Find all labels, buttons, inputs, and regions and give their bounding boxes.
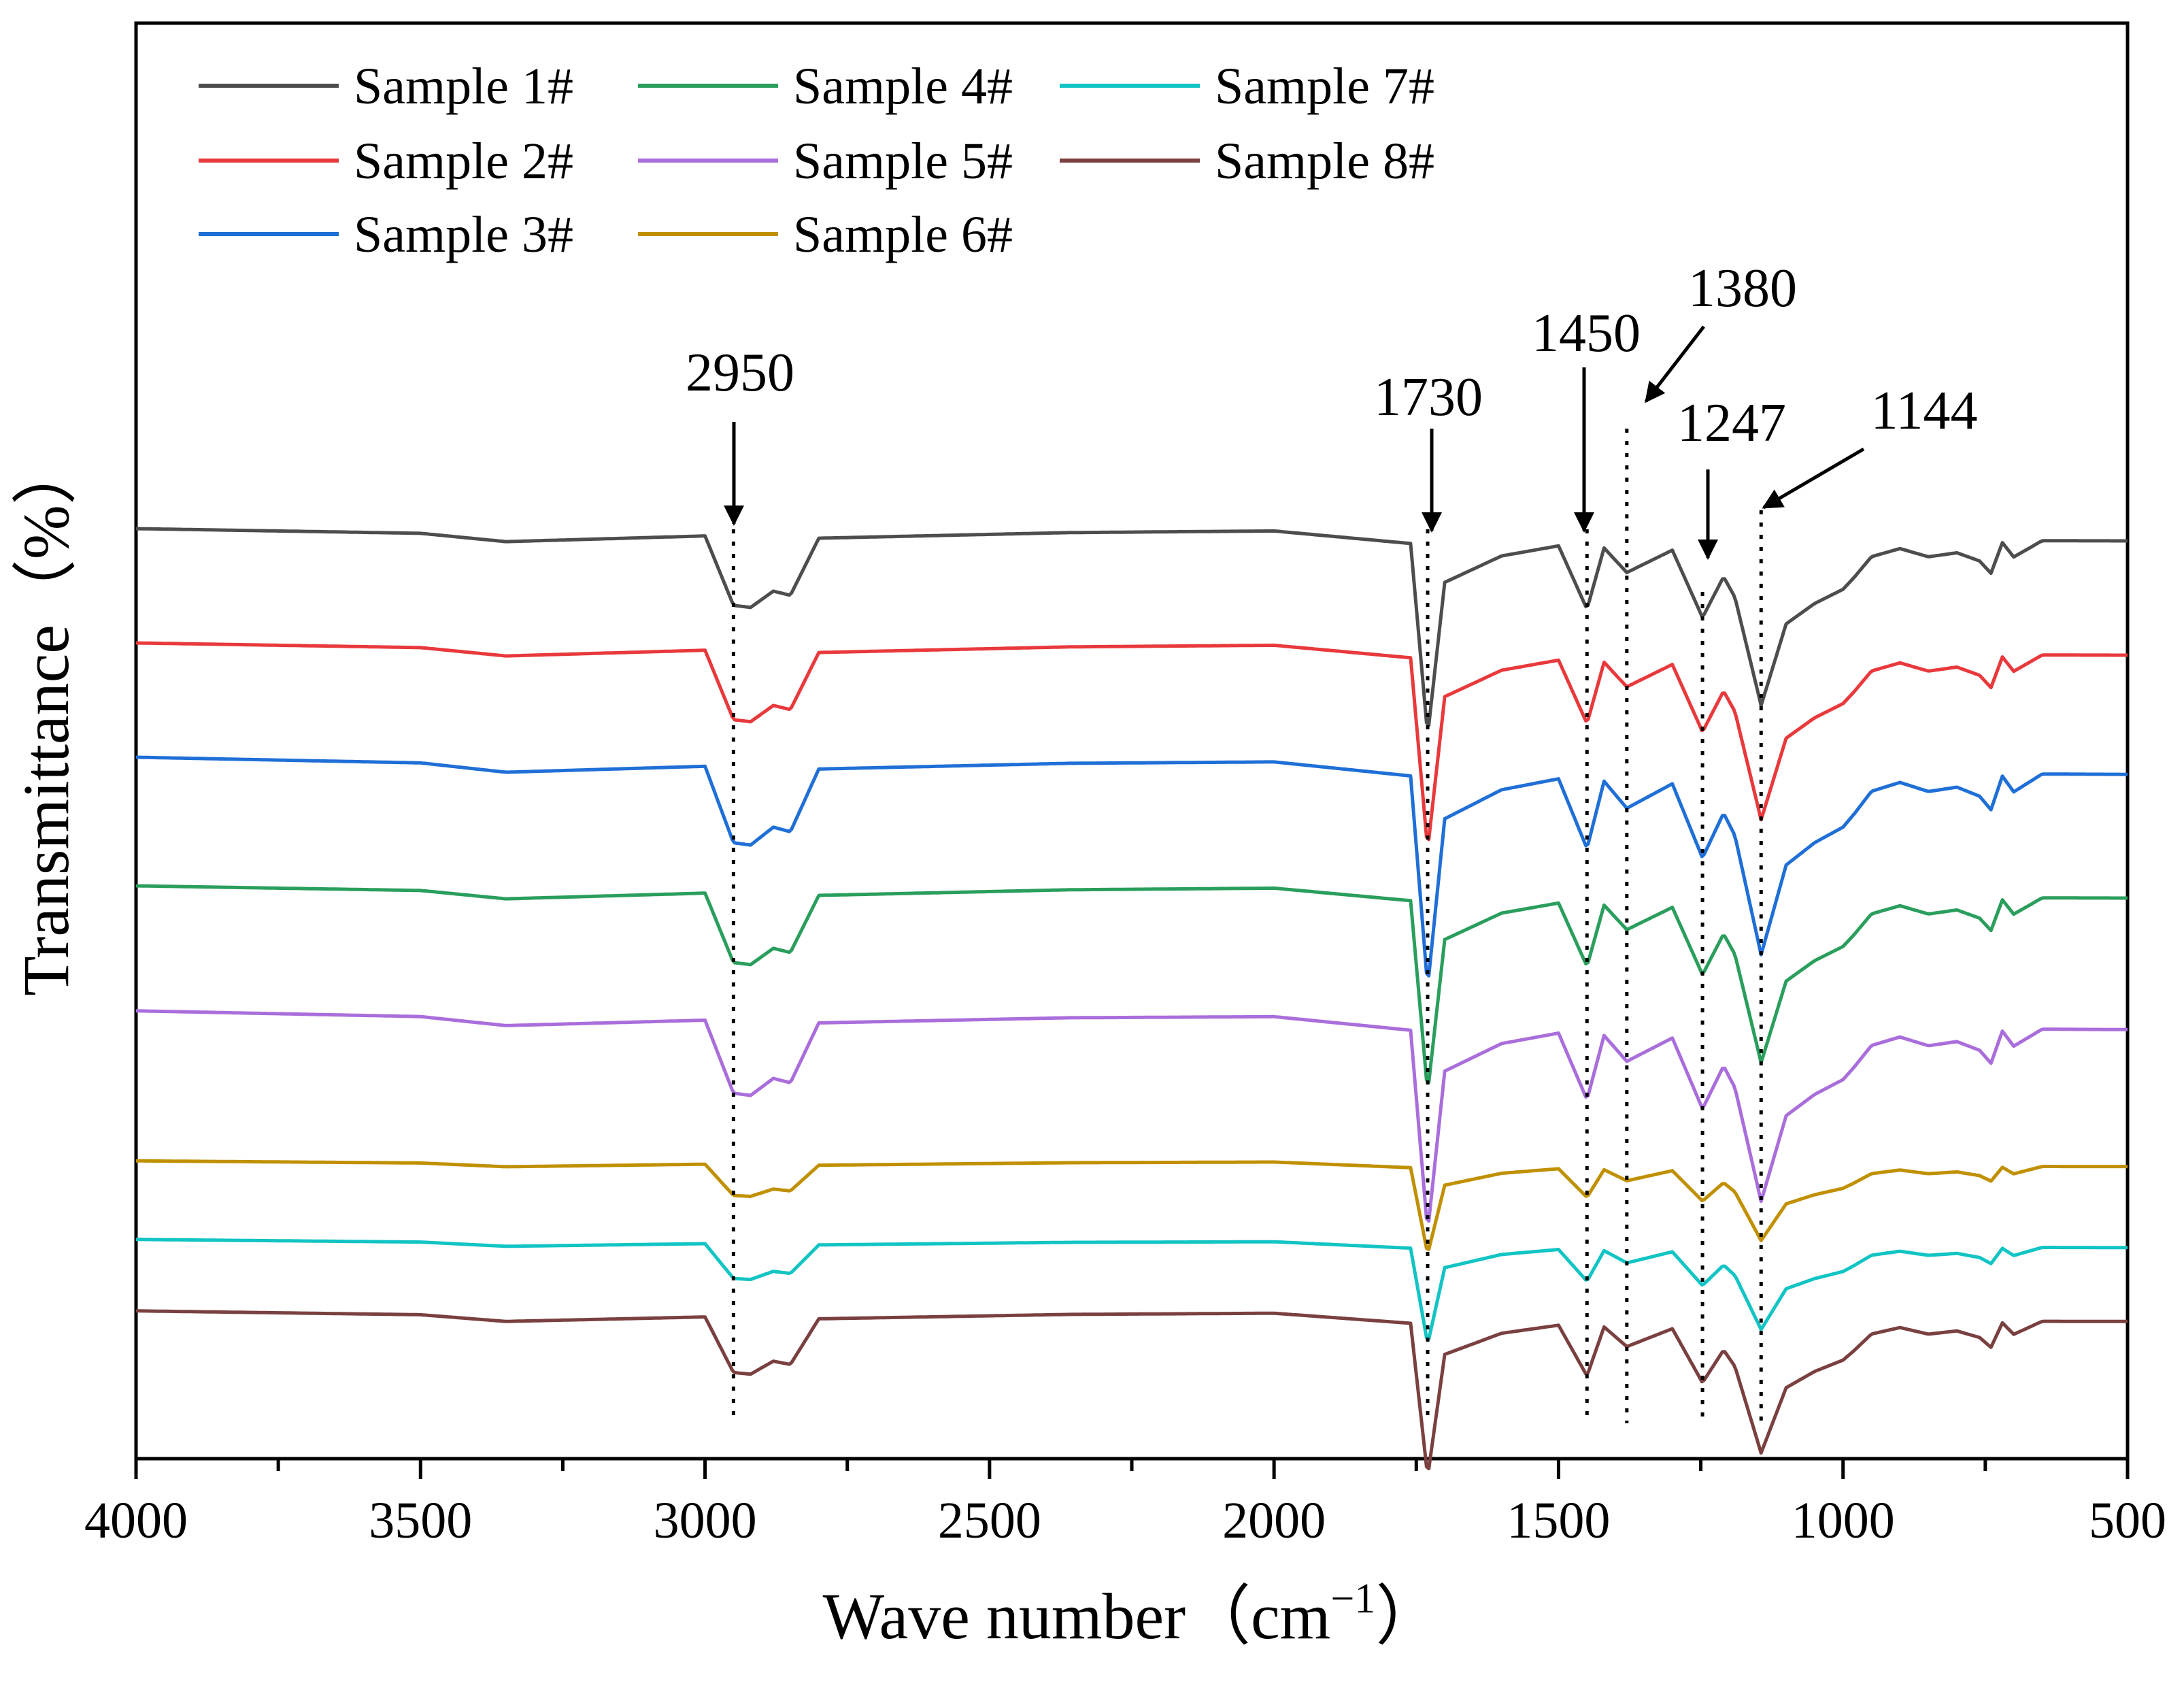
peak-label-1380: 1380 — [1688, 259, 1797, 318]
legend-item-3: Sample 3# — [199, 206, 573, 263]
x-tick-label-4000: 4000 — [84, 1492, 188, 1549]
peak-label-1450: 1450 — [1532, 303, 1641, 363]
arrow-1380 — [1645, 325, 1705, 403]
series-line-4 — [135, 884, 2128, 1084]
series-line-7 — [136, 1238, 2128, 1341]
legend-item-2: Sample 2# — [199, 133, 573, 190]
x-axis: 4000 3500 3000 2500 2000 1500 1000 500 — [84, 1459, 2166, 1549]
x-tick-label-2500: 2500 — [938, 1492, 1041, 1549]
legend-item-5: Sample 5# — [638, 133, 1013, 190]
x-axis-title-main: Wave number（cm — [823, 1580, 1331, 1653]
annotation-layer: 2950 1730 1450 1380 1247 1144 — [686, 259, 1978, 1423]
series-line-3 — [135, 755, 2128, 978]
arrow-1144 — [1762, 447, 1865, 510]
legend-item-4: Sample 4# — [638, 58, 1013, 115]
x-tick-label-3500: 3500 — [369, 1492, 472, 1549]
legend-label: Sample 2# — [354, 133, 573, 190]
series-line-6 — [136, 1159, 2128, 1251]
legend-label: Sample 4# — [793, 58, 1013, 115]
legend: Sample 1# Sample 2# Sample 3# Sample 4# Samp… — [199, 58, 1434, 263]
x-tick-label-1500: 1500 — [1507, 1492, 1610, 1549]
peak-label-1730: 1730 — [1374, 367, 1483, 427]
legend-label: Sample 6# — [793, 206, 1013, 263]
x-tick-label-2000: 2000 — [1222, 1492, 1326, 1549]
peak-label-1247: 1247 — [1677, 393, 1786, 453]
legend-label: Sample 5# — [793, 133, 1013, 190]
series-layer — [135, 527, 2128, 1471]
x-axis-title-sup: −1 — [1330, 1576, 1375, 1622]
series-line-5 — [136, 1009, 2128, 1223]
legend-item-7: Sample 7# — [1060, 58, 1434, 115]
series-line-8 — [136, 1309, 2128, 1471]
peak-label-1144: 1144 — [1870, 381, 1977, 441]
legend-label: Sample 7# — [1215, 58, 1434, 115]
legend-item-1: Sample 1# — [199, 58, 573, 115]
y-axis-title: Transmittance（%） — [10, 440, 82, 996]
x-axis-title: Wave number（cm−1） — [823, 1576, 1441, 1653]
legend-item-6: Sample 6# — [638, 206, 1013, 263]
legend-label: Sample 1# — [354, 58, 573, 115]
x-tick-label-500: 500 — [2089, 1492, 2166, 1549]
series-line-2 — [135, 641, 2128, 842]
series-line-1 — [135, 527, 2128, 727]
legend-label: Sample 8# — [1215, 133, 1434, 190]
x-tick-label-1000: 1000 — [1792, 1492, 1895, 1549]
peak-label-2950: 2950 — [686, 343, 794, 403]
x-axis-title-close: ） — [1375, 1580, 1441, 1653]
x-tick-label-3000: 3000 — [654, 1492, 757, 1549]
legend-item-8: Sample 8# — [1060, 133, 1434, 190]
legend-label: Sample 3# — [354, 206, 573, 263]
